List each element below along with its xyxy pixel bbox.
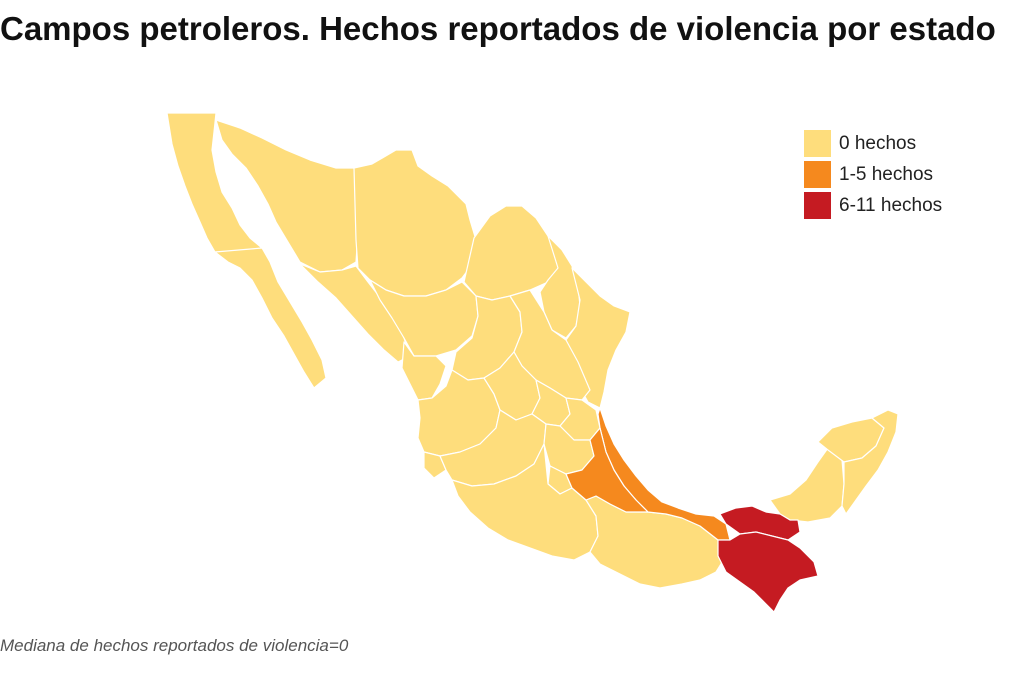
legend-item-1: 1-5 hechos [804,159,942,190]
state-puebla[interactable] [565,427,649,513]
legend-item-0: 0 hechos [804,128,942,159]
legend-label-2: 6-11 hechos [839,194,943,216]
state-quintana-roo[interactable] [841,409,899,515]
state-baja-california-sur[interactable] [214,247,327,389]
state-nayarit[interactable] [401,341,447,401]
state-chiapas[interactable] [717,531,819,613]
legend-swatch-2 [804,192,831,219]
legend-label-0: 0 hechos [839,132,917,154]
state-nuevo-leon[interactable] [539,235,581,339]
legend-swatch-0 [804,130,831,157]
legend-item-2: 6-11 hechos [804,190,942,221]
legend-label-1: 1-5 hechos [839,163,934,185]
legend-swatch-1 [804,161,831,188]
map-legend: 0 hechos 1-5 hechos 6-11 hechos [804,128,942,221]
median-note: Mediana de hechos reportados de violenci… [0,636,349,655]
state-campeche[interactable] [769,447,845,523]
map-title: Campos petroleros. Hechos reportados de … [0,10,996,47]
state-chihuahua[interactable] [353,149,477,297]
